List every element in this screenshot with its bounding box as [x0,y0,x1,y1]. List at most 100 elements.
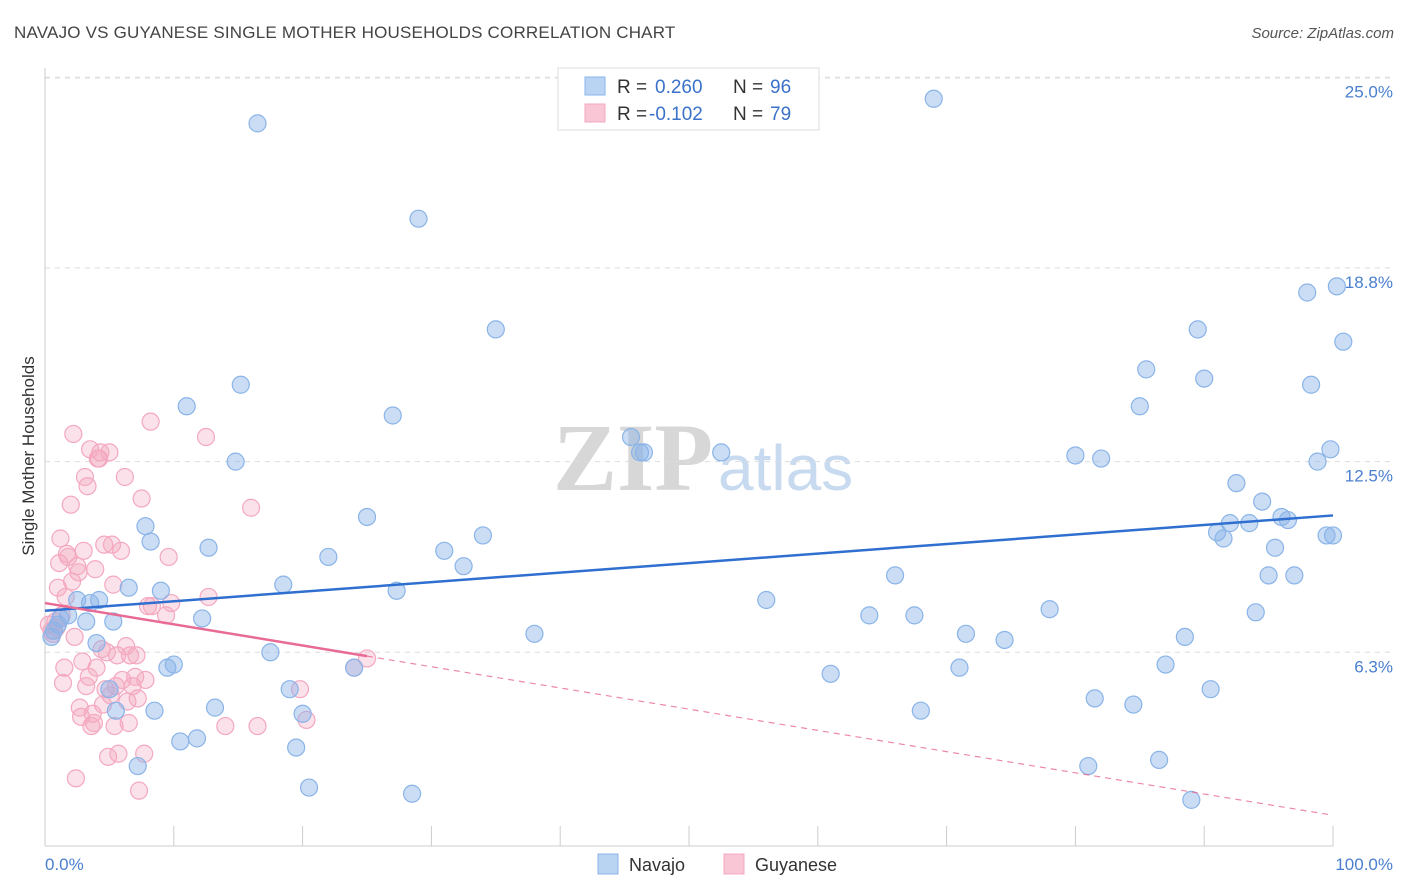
guyanese-point-28 [79,667,98,686]
guyanese-point-42 [97,643,116,662]
navajo-point-88 [1285,566,1304,585]
navajo-point-48 [621,427,641,447]
navajo-point-60 [956,624,976,643]
guyanese-point-9 [53,673,73,693]
navajo-point-28 [231,375,250,394]
guyanese-point-75 [216,716,235,736]
navajo-point-76 [1201,680,1220,699]
guyanese-point-46 [102,535,122,554]
navajo-point-75 [1195,369,1214,388]
navajo-point-6 [77,612,96,631]
y-tick-label-0: 6.3% [1354,657,1393,676]
y-tick-labels: 6.3% 12.5% 18.8% 25.0% [1345,82,1393,676]
navajo-point-17 [145,701,164,720]
guyanese-swatch [584,103,606,123]
guyanese-trend-line-dashed [366,655,1334,816]
guyanese-point-54 [115,467,134,487]
guyanese-point-10 [55,658,74,677]
navajo-point-62 [1040,600,1059,619]
navajo-point-31 [274,575,293,594]
navajo-point-56 [905,606,924,625]
navajo-point-8 [89,590,109,610]
guyanese-n-label: N = [733,104,763,125]
navajo-point-21 [171,732,190,751]
legend-guyanese-label: Guyanese [755,855,837,875]
guyanese-point-18 [66,769,86,788]
guyanese-point-44 [100,443,119,462]
guyanese-point-24 [74,541,93,560]
guyanese-point-43 [99,747,118,766]
y-tick-label-2: 18.8% [1345,273,1393,292]
guyanese-point-61 [127,646,146,665]
navajo-point-11 [106,701,125,720]
guyanese-n-value: 79 [770,104,791,125]
navajo-point-50 [634,443,654,462]
navajo-point-53 [821,664,840,683]
guyanese-point-27 [78,477,97,496]
navajo-point-71 [1156,655,1175,674]
navajo-point-33 [287,738,306,757]
guyanese-point-57 [119,713,138,733]
navajo-point-80 [1227,474,1246,493]
navajo-point-72 [1175,627,1194,647]
navajo-point-3 [48,615,67,634]
guyanese-point-73 [196,427,216,447]
legend-navajo-label: Navajo [629,855,685,875]
chart-source: Source: ZipAtlas.com [1251,25,1394,42]
chart-title: NAVAJO VS GUYANESE SINGLE MOTHER HOUSEHO… [14,23,675,42]
navajo-point-22 [177,397,196,416]
navajo-point-45 [473,526,493,545]
navajo-point-15 [136,517,155,536]
guyanese-point-68 [141,412,160,431]
guyanese-point-71 [159,547,178,567]
legend-navajo-swatch [597,853,619,875]
navajo-point-16 [141,532,160,551]
navajo-point-78 [1214,529,1233,548]
navajo-n-label: N = [733,77,763,98]
navajo-point-41 [402,784,422,803]
navajo-point-24 [193,609,212,628]
navajo-point-34 [293,704,312,723]
guyanese-point-55 [117,637,136,656]
navajo-point-57 [911,701,930,720]
navajo-point-85 [1265,538,1285,557]
guyanese-trend-line-solid [44,601,368,658]
guyanese-point-20 [69,563,88,582]
navajo-point-14 [128,756,147,776]
navajo-point-66 [1092,449,1111,468]
watermark-atlas: atlas [718,432,853,504]
gridlines [45,76,1393,653]
navajo-point-9 [87,633,106,653]
navajo-point-40 [387,581,406,600]
navajo-r-label: R = [617,77,647,98]
guyanese-point-36 [89,449,109,468]
navajo-point-47 [525,624,544,643]
guyanese-point-58 [120,646,140,665]
navajo-point-36 [319,547,338,567]
navajo-point-74 [1188,320,1207,339]
guyanese-point-64 [132,489,151,508]
guyanese-point-6 [50,553,69,573]
navajo-swatch [584,76,606,96]
navajo-point-54 [860,606,879,625]
navajo-r-value: 0.260 [655,77,703,98]
navajo-point-10 [100,680,119,699]
navajo-point-90 [1302,375,1321,394]
guyanese-point-76 [241,498,261,517]
series-navajo-points [42,89,1353,809]
navajo-point-89 [1298,283,1317,302]
y-tick-label-3: 25.0% [1345,82,1393,101]
legend-guyanese-swatch [723,853,745,875]
navajo-n-value: 96 [770,77,791,98]
navajo-point-52 [757,590,776,610]
navajo-point-46 [486,320,505,339]
navajo-point-73 [1182,790,1201,809]
navajo-point-27 [226,452,245,471]
guyanese-point-14 [61,495,80,514]
y-tick-label-1: 12.5% [1345,467,1393,486]
guyanese-point-48 [105,716,124,736]
guyanese-point-33 [86,560,105,579]
navajo-point-20 [164,655,183,674]
navajo-point-82 [1246,603,1265,622]
navajo-point-43 [435,541,454,560]
